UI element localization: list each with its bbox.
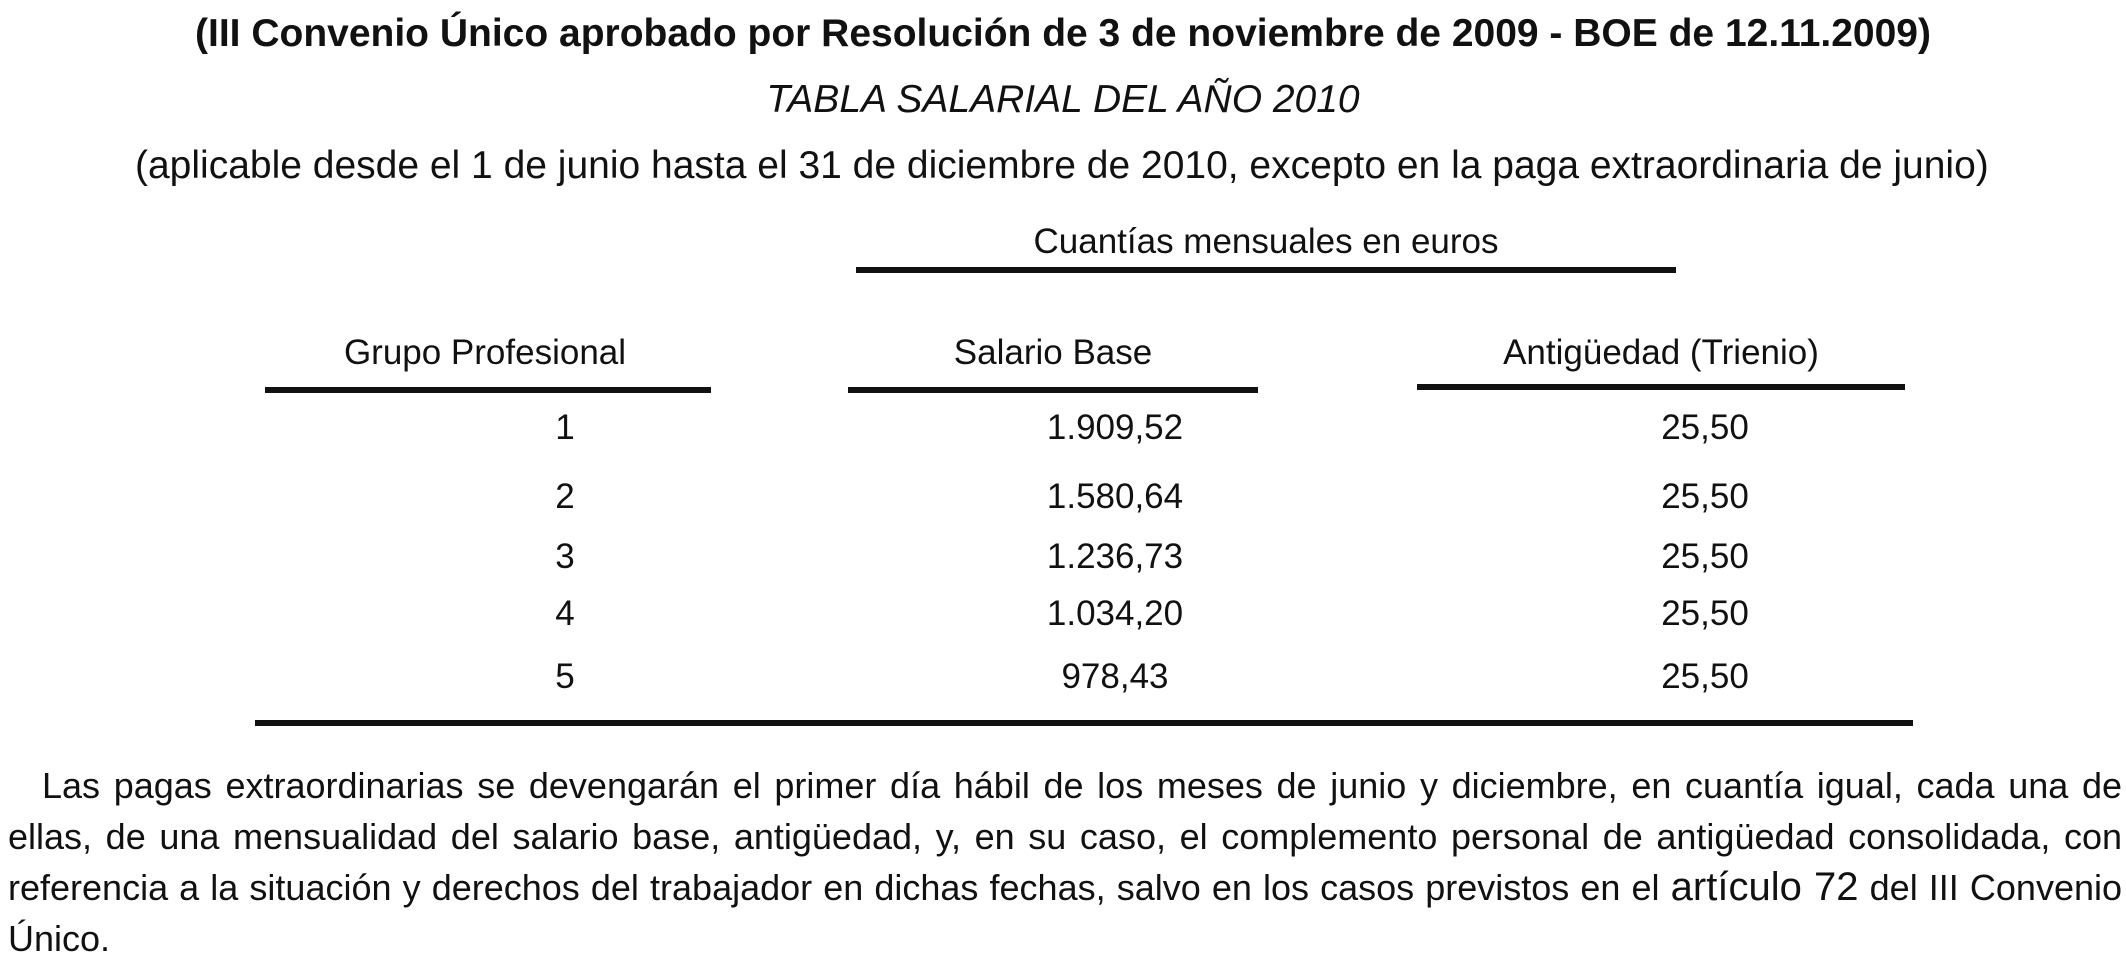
cell-antiguedad: 25,50 bbox=[1661, 408, 1749, 447]
column-header-grupo-rule bbox=[265, 387, 711, 393]
column-header-salario-rule bbox=[848, 387, 1258, 393]
footer-text-main: Las pagas extraordinarias se devengarán … bbox=[8, 765, 2122, 908]
column-header-salario-base: Salario Base bbox=[953, 333, 1153, 372]
cell-antiguedad: 25,50 bbox=[1661, 537, 1749, 576]
column-header-antiguedad: Antigüedad (Trienio) bbox=[1503, 333, 1819, 372]
article-72-link[interactable]: artículo 72 bbox=[1670, 865, 1859, 909]
cell-antiguedad: 25,50 bbox=[1661, 657, 1749, 696]
cell-grupo: 4 bbox=[555, 594, 575, 633]
cell-salario-base: 978,43 bbox=[1061, 657, 1169, 696]
cell-grupo: 2 bbox=[555, 477, 575, 516]
document-title: (III Convenio Único aprobado por Resoluc… bbox=[195, 12, 1931, 55]
cell-salario-base: 1.580,64 bbox=[1046, 477, 1184, 516]
cell-salario-base: 1.034,20 bbox=[1046, 594, 1184, 633]
units-caption: Cuantías mensuales en euros bbox=[1033, 222, 1499, 261]
footer-text-end: del III Convenio Único. bbox=[8, 867, 2123, 959]
table-bottom-rule bbox=[255, 720, 1913, 726]
cell-salario-base: 1.236,73 bbox=[1046, 537, 1184, 576]
cell-salario-base: 1.909,52 bbox=[1046, 408, 1184, 447]
column-header-grupo: Grupo Profesional bbox=[343, 333, 627, 372]
cell-grupo: 5 bbox=[555, 657, 575, 696]
units-caption-rule bbox=[856, 267, 1676, 273]
applicability-note: (aplicable desde el 1 de junio hasta el … bbox=[135, 144, 1989, 187]
table-subtitle: TABLA SALARIAL DEL AÑO 2010 bbox=[766, 78, 1360, 121]
footer-paragraph: Las pagas extraordinarias se devengarán … bbox=[8, 760, 2122, 964]
cell-grupo: 1 bbox=[555, 408, 575, 447]
cell-antiguedad: 25,50 bbox=[1661, 477, 1749, 516]
cell-antiguedad: 25,50 bbox=[1661, 594, 1749, 633]
column-header-antiguedad-rule bbox=[1417, 384, 1905, 390]
cell-grupo: 3 bbox=[555, 537, 575, 576]
